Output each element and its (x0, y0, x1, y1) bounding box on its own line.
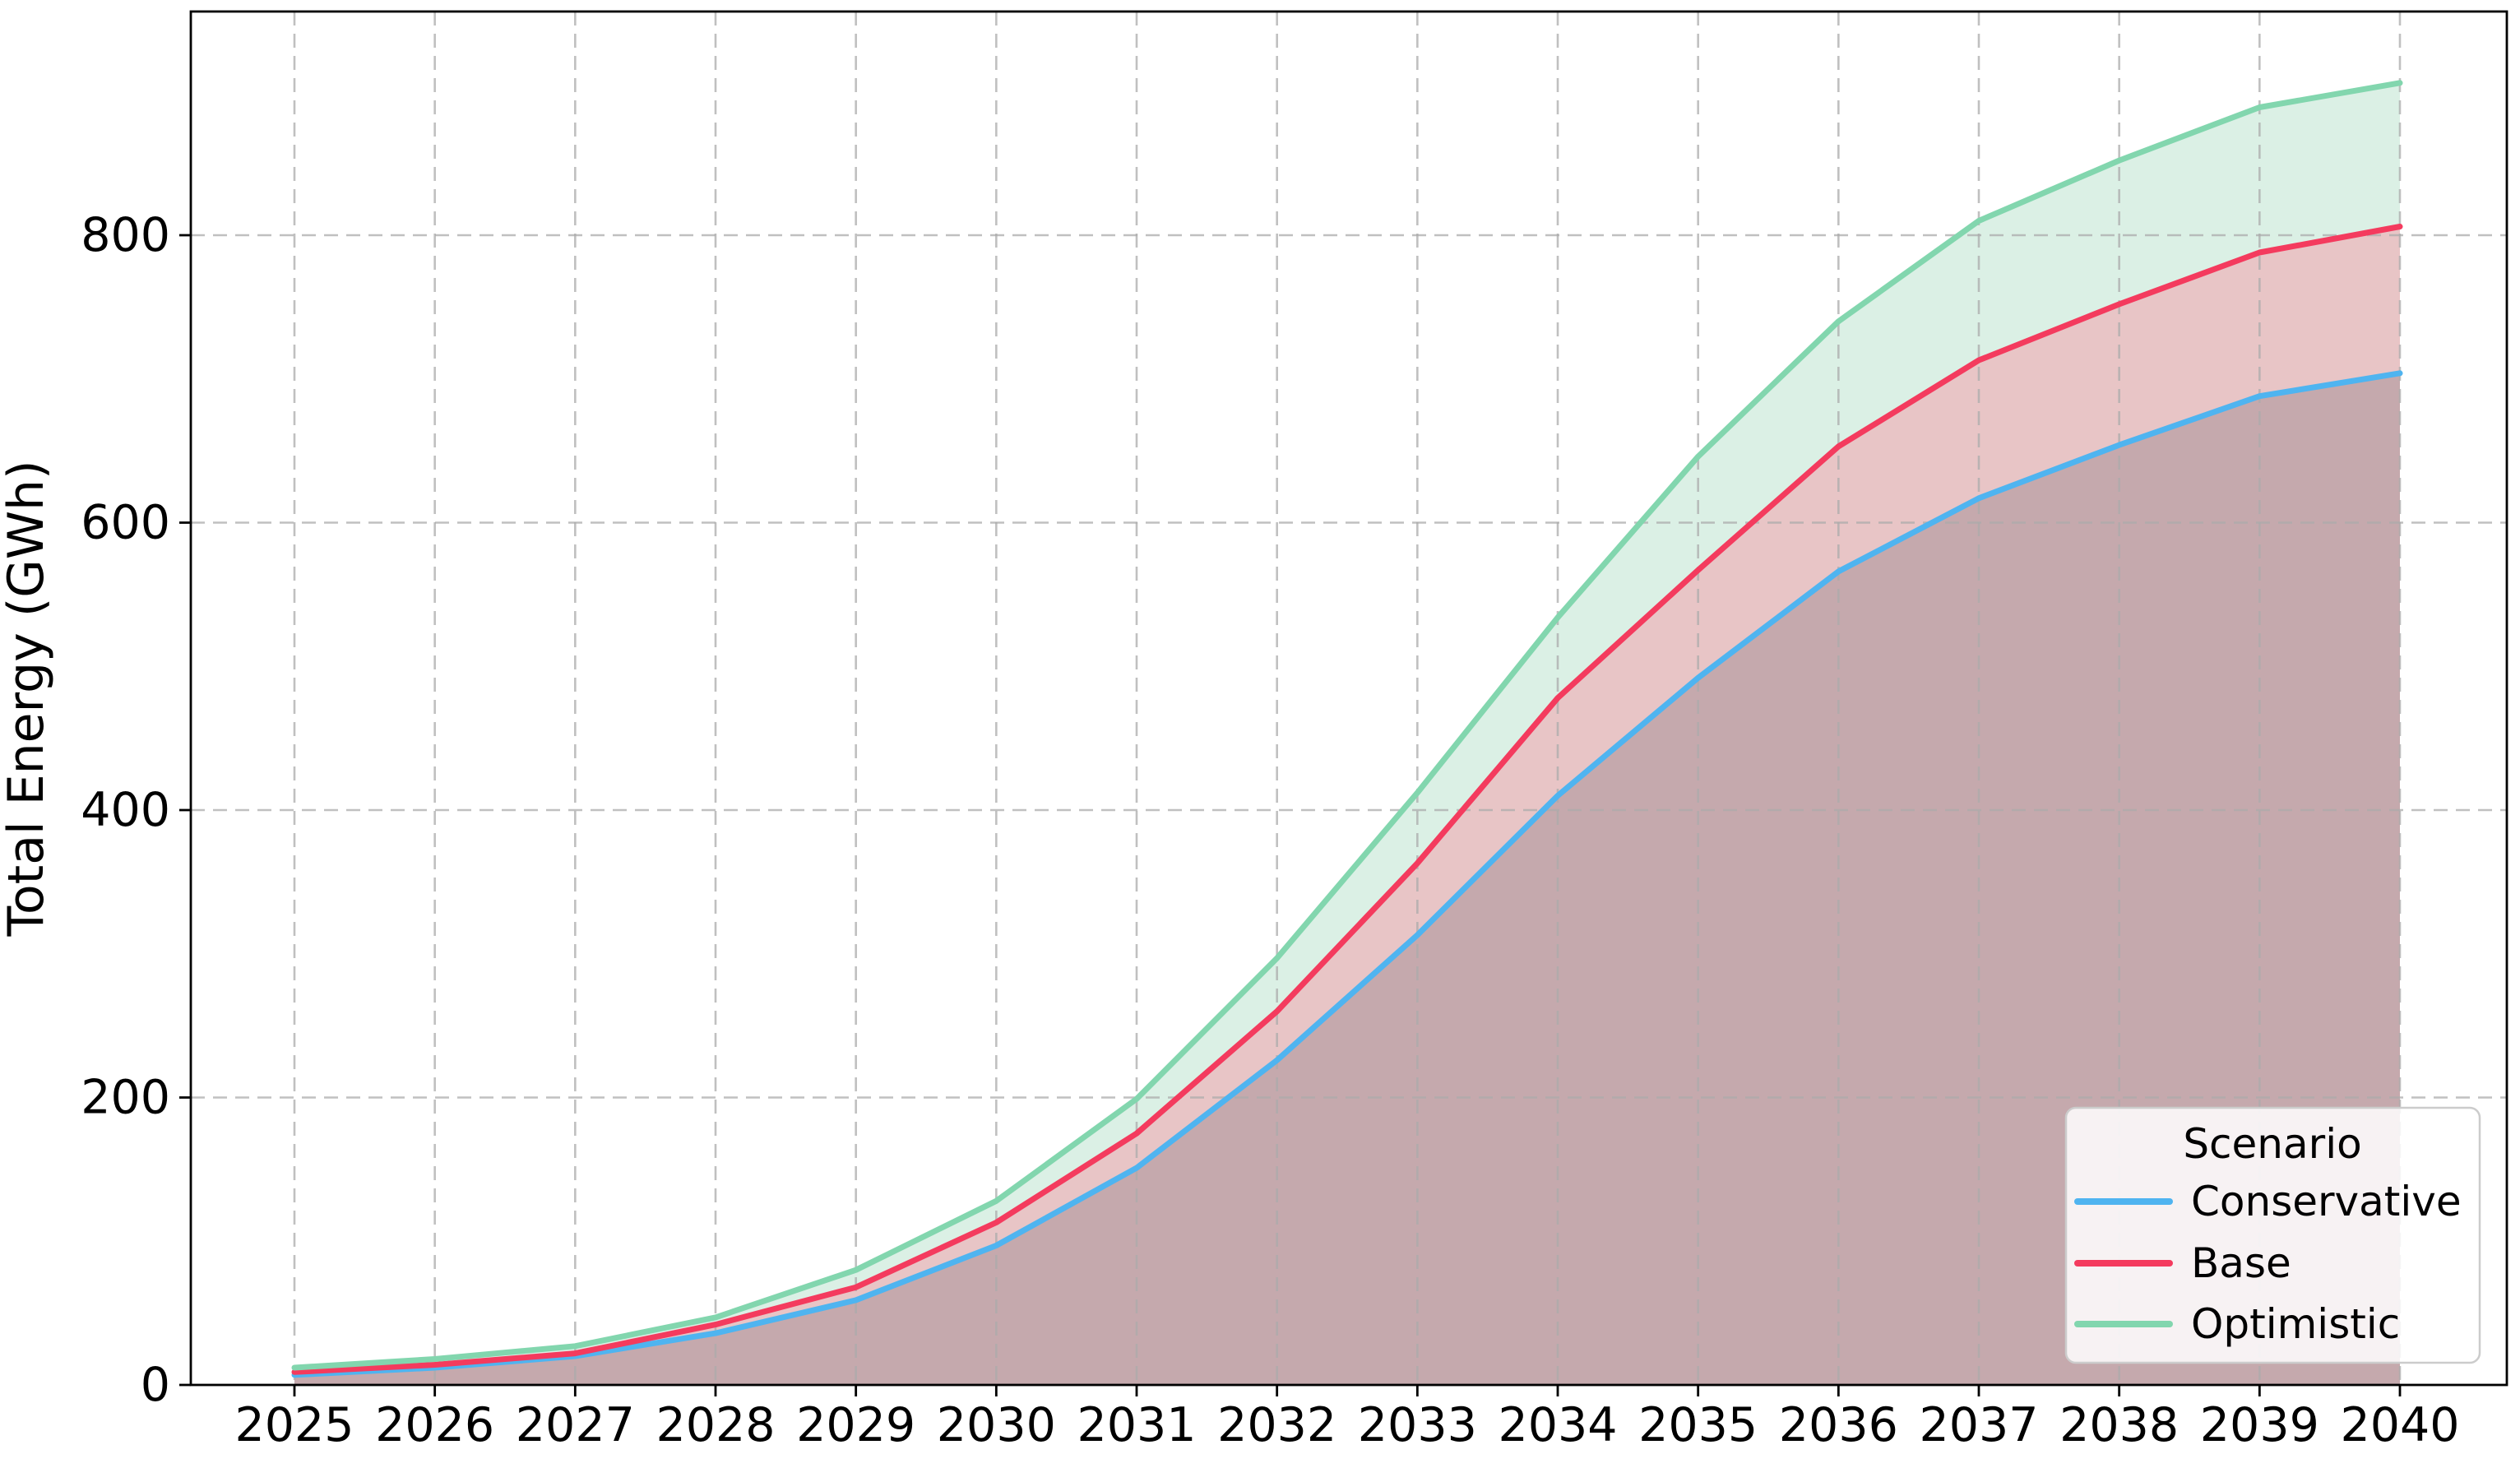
x-tick-label: 2036 (1779, 1398, 1898, 1452)
tick-labels: 2025 2026 2027 2028 2029 2030 2031 2032 2033 2034… (81, 208, 2459, 1452)
x-tick-label: 2029 (796, 1398, 915, 1452)
series-lines (291, 80, 2403, 1378)
x-tick-label: 2032 (1217, 1398, 1336, 1452)
x-tick-label: 2033 (1358, 1398, 1477, 1452)
x-tick-label: 2026 (375, 1398, 494, 1452)
y-tick-label: 0 (141, 1358, 170, 1412)
area-fill-conservative (294, 373, 2400, 1385)
series-line-base (291, 224, 2403, 1375)
legend-label-base: Base (2191, 1239, 2291, 1287)
x-tick-label: 2030 (937, 1398, 1056, 1452)
legend-title: Scenario (2183, 1120, 2361, 1168)
x-tick-label: 2038 (2059, 1398, 2179, 1452)
legend-entry-base: Base (2074, 1239, 2291, 1287)
legend-box (2064, 1106, 2481, 1364)
x-tick-label: 2028 (655, 1398, 775, 1452)
x-tick-label: 2025 (234, 1398, 354, 1452)
x-tick-label: 2034 (1498, 1398, 1617, 1452)
legend-label-optimistic: Optimistic (2191, 1300, 2400, 1348)
plot-border (189, 10, 2508, 1387)
x-tick-label: 2027 (516, 1398, 635, 1452)
y-tick-label: 800 (81, 208, 170, 262)
area-fills (294, 82, 2400, 1385)
x-tick-label: 2035 (1638, 1398, 1758, 1452)
y-axis-label: Total Energy (GWh) (0, 461, 55, 938)
legend-label-conservative: Conservative (2191, 1178, 2462, 1225)
legend: Scenario Conservative Base Optimistic (2064, 1106, 2481, 1364)
legend-entry-conservative: Conservative (2074, 1178, 2462, 1225)
x-tick-label: 2040 (2340, 1398, 2459, 1452)
x-tick-label: 2039 (2200, 1398, 2319, 1452)
axes-spines-and-ticks (179, 10, 2508, 1396)
y-tick-label: 400 (81, 783, 170, 837)
y-tick-label: 200 (81, 1071, 170, 1125)
y-tick-label: 600 (81, 496, 170, 550)
series-line-conservative (291, 370, 2403, 1378)
series-line-optimistic (291, 80, 2403, 1371)
legend-entry-optimistic: Optimistic (2074, 1300, 2400, 1348)
x-tick-label: 2031 (1077, 1398, 1196, 1452)
x-tick-label: 2037 (1919, 1398, 2038, 1452)
